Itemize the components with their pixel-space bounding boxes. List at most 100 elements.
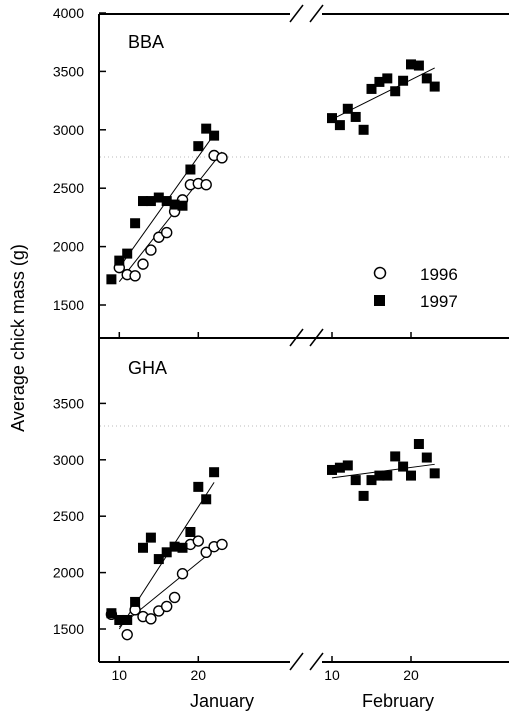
point-gha-1997-21 — [382, 470, 393, 481]
point-bba-1997-13 — [209, 130, 220, 141]
point-bba-1997-14 — [327, 113, 337, 124]
point-bba-1997-8 — [169, 199, 180, 210]
point-gha-1997-10 — [185, 526, 196, 537]
point-bba-1997-4 — [138, 196, 148, 207]
point-gha-1997-20 — [374, 470, 385, 481]
point-gha-1996-4 — [145, 613, 157, 625]
point-gha-1997-22 — [390, 451, 401, 462]
point-bba-1997-25 — [413, 60, 424, 71]
point-bba-1997-7 — [161, 196, 172, 207]
y-tick-label-bba-3500: 3500 — [53, 63, 84, 79]
y-tick-label-gha-1500: 1500 — [53, 621, 84, 637]
point-gha-1996-13 — [216, 538, 228, 551]
point-bba-1996-13 — [216, 152, 228, 164]
point-gha-1997-8 — [169, 541, 180, 552]
x-tick-label-feb-20: 20 — [403, 667, 419, 683]
point-gha-1996-8 — [176, 568, 189, 580]
point-gha-1997-6 — [153, 554, 164, 565]
fit-lines-layer — [118, 67, 435, 630]
point-gha-1997-19 — [366, 475, 377, 486]
point-gha-1997-23 — [398, 461, 409, 472]
point-gha-1997-3 — [130, 596, 141, 607]
point-gha-1997-4 — [138, 542, 148, 553]
y-tick-label-bba-2000: 2000 — [53, 239, 84, 255]
legend-marker-1996 — [373, 266, 387, 280]
point-gha-1996-6 — [160, 600, 173, 613]
point-bba-1997-19 — [366, 83, 377, 94]
axis-break-bottom — [289, 652, 324, 671]
y-tick-label-bba-3000: 3000 — [53, 122, 84, 138]
point-bba-1997-16 — [342, 103, 353, 114]
point-bba-1997-26 — [421, 73, 432, 84]
point-gha-1997-14 — [327, 464, 337, 475]
y-tick-label-gha-2500: 2500 — [53, 508, 84, 524]
point-gha-1997-5 — [145, 532, 156, 543]
point-gha-1996-7 — [168, 591, 181, 604]
point-bba-1996-11 — [200, 178, 212, 191]
point-gha-1997-16 — [342, 460, 353, 471]
y-tick-label-bba-1500: 1500 — [53, 297, 84, 313]
point-gha-1997-15 — [334, 462, 345, 473]
point-gha-1997-25 — [413, 439, 424, 450]
point-bba-1997-23 — [398, 75, 409, 86]
legend-label-1996: 1996 — [420, 265, 458, 284]
month-label-january: January — [190, 691, 254, 711]
point-bba-1996-4 — [145, 244, 157, 256]
point-gha-1997-27 — [429, 468, 440, 479]
point-bba-1997-22 — [390, 86, 401, 97]
point-bba-1997-5 — [145, 196, 156, 207]
data-points-layer — [105, 59, 440, 641]
x-tick-label-jan-10: 10 — [112, 667, 128, 683]
point-gha-1997-11 — [193, 481, 204, 492]
y-tick-label-gha-3500: 3500 — [53, 395, 84, 411]
point-gha-1997-18 — [358, 490, 369, 501]
point-bba-1996-2 — [129, 270, 141, 282]
point-bba-1997-0 — [106, 274, 117, 285]
point-gha-1997-7 — [161, 547, 172, 558]
point-bba-1997-1 — [114, 255, 125, 266]
point-gha-1997-0 — [106, 608, 117, 619]
legend-label-1997: 1997 — [420, 292, 458, 311]
point-bba-1997-12 — [201, 123, 212, 134]
axis-break-top — [289, 4, 324, 23]
point-bba-1997-9 — [177, 200, 188, 211]
point-bba-1997-24 — [406, 59, 416, 70]
point-bba-1996-3 — [137, 258, 149, 270]
ticks-layer: 1500 2000 2500 3000 3500 4000 1500 2000 2500 3000… — [53, 5, 419, 683]
month-label-february: February — [362, 691, 434, 711]
point-gha-1997-1 — [114, 614, 125, 625]
panel-label-gha: GHA — [128, 358, 167, 378]
point-gha-1997-12 — [201, 494, 212, 505]
point-gha-1997-2 — [122, 614, 133, 625]
point-bba-1997-10 — [185, 164, 196, 175]
point-bba-1997-3 — [130, 218, 141, 229]
point-bba-1997-17 — [350, 111, 361, 122]
y-tick-label-gha-3000: 3000 — [53, 452, 84, 468]
point-gha-1997-26 — [421, 452, 432, 463]
y-tick-label-bba-4000: 4000 — [53, 5, 84, 21]
point-gha-1996-1 — [121, 628, 133, 641]
point-gha-1997-13 — [209, 467, 220, 478]
point-gha-1997-9 — [177, 542, 188, 553]
y-tick-label-bba-2500: 2500 — [53, 180, 84, 196]
y-axis-title: Average chick mass (g) — [8, 244, 28, 432]
point-bba-1997-11 — [193, 141, 204, 152]
fit-line-bba-1996-0 — [118, 151, 223, 282]
axis-break-middle — [289, 328, 324, 347]
point-gha-1996-10 — [192, 535, 205, 547]
legend: 1996 1997 — [373, 265, 458, 311]
legend-marker-1997 — [374, 295, 385, 306]
point-bba-1997-20 — [374, 76, 385, 87]
point-gha-1997-24 — [406, 470, 416, 481]
panel-label-bba: BBA — [128, 32, 164, 52]
point-bba-1997-15 — [334, 120, 345, 131]
x-tick-label-feb-10: 10 — [324, 667, 340, 683]
y-tick-label-gha-2000: 2000 — [53, 565, 84, 581]
point-bba-1997-18 — [358, 124, 369, 135]
point-bba-1997-2 — [122, 248, 133, 259]
point-gha-1997-17 — [350, 475, 361, 486]
x-tick-label-jan-20: 20 — [191, 667, 207, 683]
point-bba-1997-21 — [382, 73, 393, 84]
point-bba-1997-27 — [429, 81, 440, 92]
